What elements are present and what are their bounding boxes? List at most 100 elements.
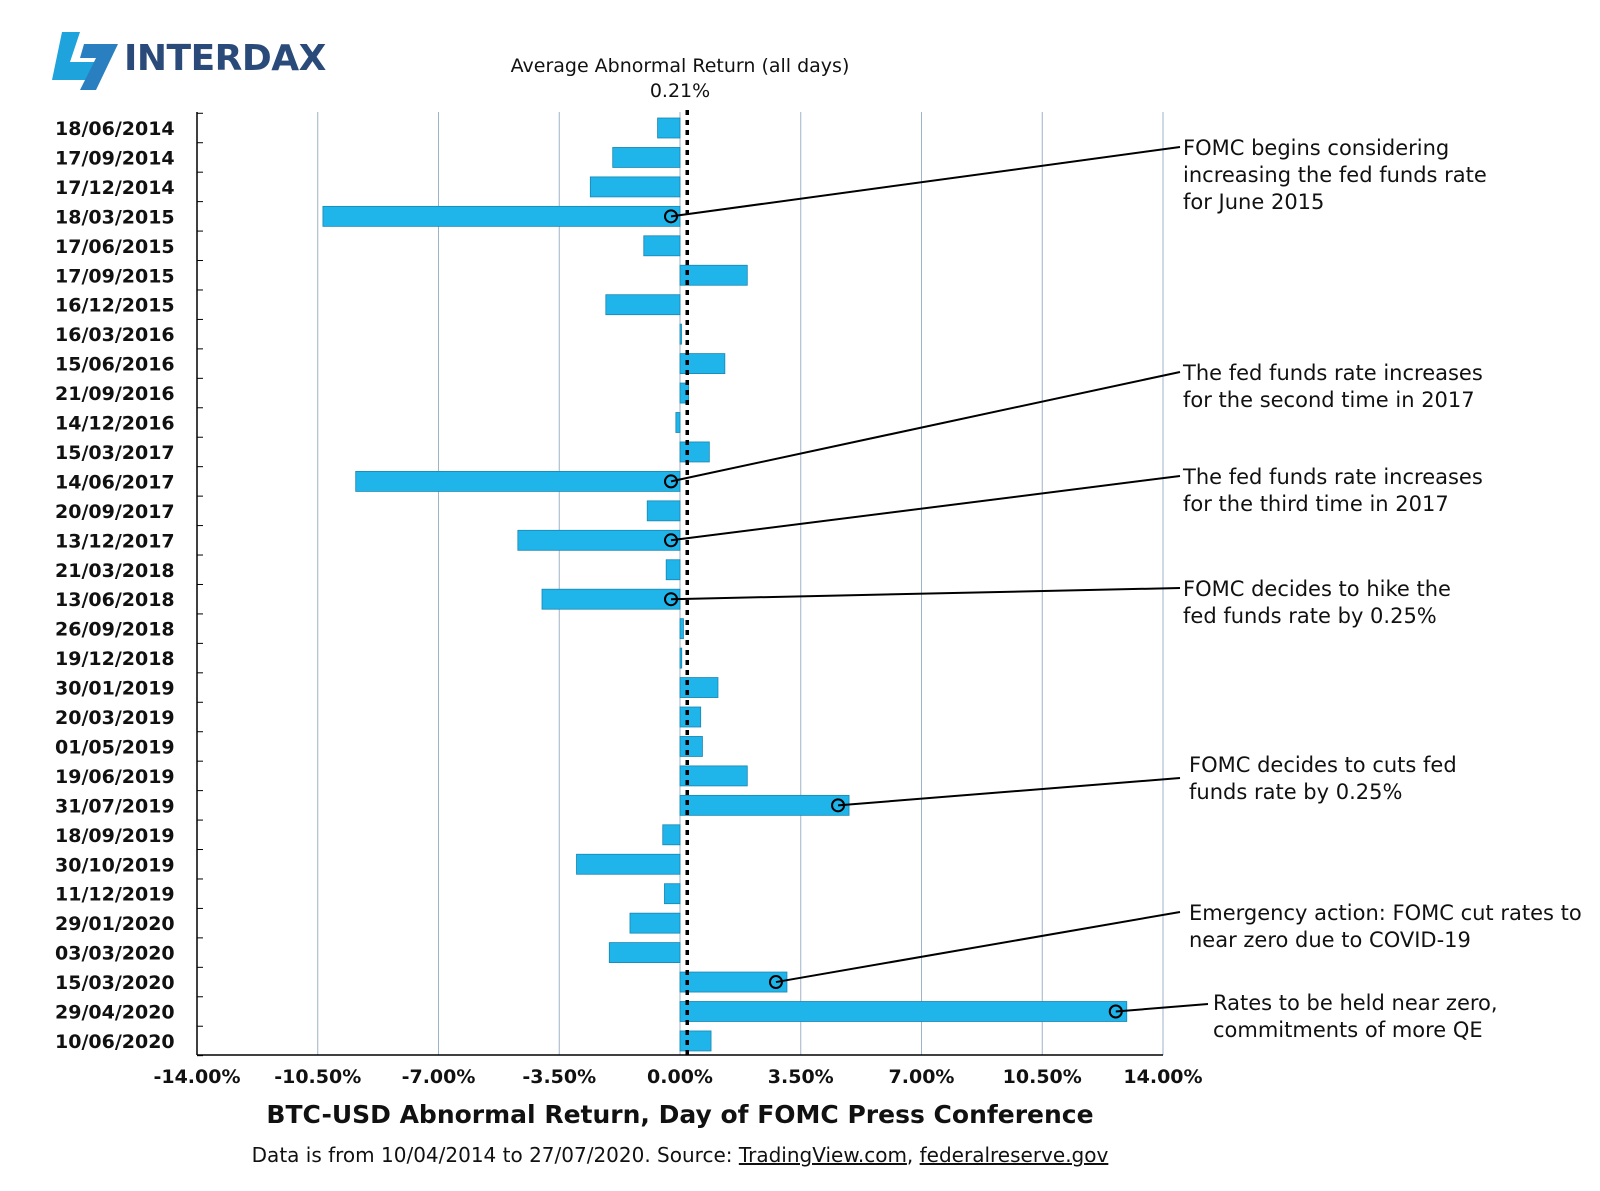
annotation-7: Rates to be held near zero, commitments o…	[1213, 990, 1498, 1044]
bar-30-10-2019	[576, 853, 681, 875]
annotation-marker	[831, 798, 846, 813]
bar-18-03-2015	[322, 205, 681, 227]
bar-19-06-2019	[679, 765, 748, 787]
category-label: 31/07/2019	[55, 795, 175, 817]
annotation-line: The fed funds rate increases	[1183, 465, 1483, 489]
category-label: 13/12/2017	[55, 530, 175, 552]
bar-14-12-2016	[675, 412, 681, 433]
annotation-leader-line	[670, 475, 1181, 542]
annotation-line: for the third time in 2017	[1183, 492, 1449, 516]
bar-11-12-2019	[664, 883, 681, 905]
bar-13-06-2018	[541, 588, 681, 610]
source-link-federalreserve[interactable]: federalreserve.gov	[919, 1143, 1109, 1167]
x-tick-label: -14.00%	[153, 1066, 240, 1088]
x-tick-label: 14.00%	[1123, 1066, 1202, 1088]
subtitle-prefix: Data is from 10/04/2014 to 27/07/2020. S…	[251, 1143, 739, 1167]
bar-01-05-2019	[679, 736, 703, 757]
bar-15-03-2020	[679, 971, 788, 993]
average-line-label: Average Abnormal Return (all days)	[510, 55, 850, 77]
annotation-line: funds rate by 0.25%	[1189, 780, 1403, 804]
category-label: 14/06/2017	[55, 471, 175, 493]
bar-15-06-2016	[679, 353, 726, 375]
bar-20-03-2019	[679, 706, 702, 728]
annotation-line: FOMC decides to hike the	[1183, 577, 1451, 601]
bar-03-03-2020	[608, 942, 681, 963]
bar-17-09-2015	[679, 264, 748, 286]
x-tick-label: -7.00%	[402, 1066, 476, 1088]
annotation-leader-line	[775, 911, 1181, 984]
category-label: 29/01/2020	[55, 913, 175, 935]
category-label: 26/09/2018	[55, 619, 175, 641]
category-label: 17/09/2014	[55, 147, 175, 169]
bar-21-03-2018	[665, 559, 681, 581]
bar-20-09-2017	[646, 500, 681, 522]
annotation-leader-line	[837, 777, 1181, 807]
bar-17-06-2015	[643, 235, 681, 257]
bar-16-12-2015	[605, 294, 681, 316]
bar-17-12-2014	[589, 176, 681, 198]
category-label: 13/06/2018	[55, 589, 175, 611]
x-tick-label: -3.50%	[522, 1066, 596, 1088]
category-label: 18/09/2019	[55, 825, 175, 847]
category-label: 03/03/2020	[55, 943, 175, 965]
category-label: 20/09/2017	[55, 501, 175, 523]
x-tick-label: 0.00%	[647, 1066, 713, 1088]
annotation-line: for June 2015	[1183, 190, 1325, 214]
annotation-line: FOMC begins considering	[1183, 136, 1450, 160]
category-label: 15/03/2017	[55, 442, 175, 464]
bar-29-01-2020	[629, 912, 681, 934]
annotation-2: The fed funds rate increases for the seco…	[1183, 360, 1483, 414]
annotation-line: The fed funds rate increases	[1183, 361, 1483, 385]
annotation-marker	[664, 533, 678, 548]
category-label: 18/03/2015	[55, 206, 175, 228]
bar-14-06-2017	[355, 470, 681, 492]
average-line-value: 0.21%	[649, 80, 711, 102]
annotation-6: Emergency action: FOMC cut rates to near …	[1189, 900, 1582, 954]
category-label: 17/12/2014	[55, 177, 175, 199]
chart-subtitle: Data is from 10/04/2014 to 27/07/2020. S…	[251, 1143, 1109, 1167]
annotation-marker	[768, 975, 783, 990]
bar-15-03-2017	[679, 441, 710, 463]
annotation-line: fed funds rate by 0.25%	[1183, 604, 1437, 628]
category-label: 18/06/2014	[55, 118, 175, 140]
category-label: 10/06/2020	[55, 1031, 175, 1053]
annotation-marker	[664, 209, 678, 224]
category-label: 30/01/2019	[55, 678, 175, 700]
bar-18-09-2019	[662, 824, 681, 846]
annotation-line: increasing the fed funds rate	[1183, 163, 1487, 187]
category-label: 19/06/2019	[55, 766, 175, 788]
bar-29-04-2020	[679, 1001, 1128, 1022]
annotation-leader-line	[670, 371, 1181, 483]
annotation-3: The fed funds rate increases for the thir…	[1183, 464, 1483, 518]
category-label: 14/12/2016	[55, 413, 175, 435]
x-tick-label: 10.50%	[1003, 1066, 1082, 1088]
annotation-marker	[664, 474, 678, 489]
x-tick-label: 3.50%	[768, 1066, 834, 1088]
x-tick-label: 7.00%	[889, 1066, 955, 1088]
chart-title: BTC-USD Abnormal Return, Day of FOMC Pre…	[266, 1100, 1094, 1129]
category-label: 30/10/2019	[55, 854, 175, 876]
category-label: 19/12/2018	[55, 648, 175, 670]
category-label: 21/03/2018	[55, 560, 175, 582]
annotation-line: Rates to be held near zero,	[1213, 991, 1498, 1015]
annotation-5: FOMC decides to cuts fed funds rate by 0.…	[1189, 752, 1457, 806]
annotation-marker	[664, 592, 678, 607]
annotation-line: Emergency action: FOMC cut rates to	[1189, 901, 1582, 925]
x-tick-label: -10.50%	[274, 1066, 361, 1088]
annotation-line: commitments of more QE	[1213, 1018, 1483, 1042]
bar-16-03-2016	[679, 323, 682, 345]
category-label: 21/09/2016	[55, 383, 175, 405]
bar-10-06-2020	[679, 1030, 712, 1052]
annotation-line: FOMC decides to cuts fed	[1189, 753, 1457, 777]
category-label: 01/05/2019	[55, 736, 175, 758]
category-label: 11/12/2019	[55, 884, 175, 906]
annotation-1: FOMC begins considering increasing the fe…	[1183, 135, 1487, 216]
interdax-logo-icon	[52, 32, 118, 90]
source-link-tradingview[interactable]: TradingView.com	[738, 1143, 907, 1167]
annotation-leader-line	[1115, 1003, 1209, 1013]
annotation-leader-line	[670, 146, 1181, 218]
category-label: 16/03/2016	[55, 324, 175, 346]
annotation-marker	[1108, 1004, 1123, 1019]
bar-13-12-2017	[517, 529, 681, 551]
